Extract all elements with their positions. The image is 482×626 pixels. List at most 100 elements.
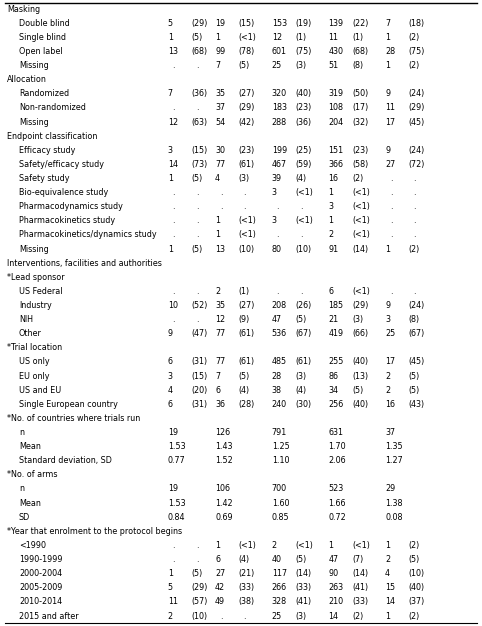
Text: (61): (61) xyxy=(239,357,255,366)
Text: 523: 523 xyxy=(328,485,344,493)
Text: (5): (5) xyxy=(409,372,420,381)
Text: 700: 700 xyxy=(272,485,287,493)
Text: 1: 1 xyxy=(215,541,220,550)
Text: 1: 1 xyxy=(168,245,173,254)
Text: (2): (2) xyxy=(352,174,363,183)
Text: 4: 4 xyxy=(215,174,220,183)
Text: (78): (78) xyxy=(239,47,255,56)
Text: 12: 12 xyxy=(272,33,282,42)
Text: .: . xyxy=(300,202,303,211)
Text: Single blind: Single blind xyxy=(19,33,66,42)
Text: (29): (29) xyxy=(191,583,208,592)
Text: 1: 1 xyxy=(385,61,390,70)
Text: 6: 6 xyxy=(168,357,173,366)
Text: (5): (5) xyxy=(409,555,420,564)
Text: 4: 4 xyxy=(385,569,390,578)
Text: 14: 14 xyxy=(168,160,178,169)
Text: (40): (40) xyxy=(352,357,368,366)
Text: 9: 9 xyxy=(385,146,390,155)
Text: (63): (63) xyxy=(191,118,208,126)
Text: (2): (2) xyxy=(409,33,420,42)
Text: .: . xyxy=(196,555,199,564)
Text: 10: 10 xyxy=(168,301,178,310)
Text: (43): (43) xyxy=(409,400,425,409)
Text: 204: 204 xyxy=(328,118,344,126)
Text: (5): (5) xyxy=(191,245,202,254)
Text: .: . xyxy=(220,612,222,620)
Text: (24): (24) xyxy=(409,146,425,155)
Text: (33): (33) xyxy=(295,583,311,592)
Text: *Year that enrolment to the protocol begins: *Year that enrolment to the protocol beg… xyxy=(7,527,182,536)
Text: (36): (36) xyxy=(295,118,311,126)
Text: (5): (5) xyxy=(191,174,202,183)
Text: .: . xyxy=(414,217,416,225)
Text: .: . xyxy=(173,61,175,70)
Text: Standard deviation, SD: Standard deviation, SD xyxy=(19,456,112,465)
Text: 536: 536 xyxy=(272,329,287,338)
Text: 2015 and after: 2015 and after xyxy=(19,612,79,620)
Text: (18): (18) xyxy=(409,19,425,28)
Text: 6: 6 xyxy=(328,287,334,296)
Text: Randomized: Randomized xyxy=(19,90,69,98)
Text: (57): (57) xyxy=(191,597,208,607)
Text: .: . xyxy=(300,287,303,296)
Text: 1.27: 1.27 xyxy=(385,456,403,465)
Text: n: n xyxy=(19,485,24,493)
Text: (67): (67) xyxy=(409,329,425,338)
Text: 2: 2 xyxy=(385,386,390,394)
Text: 1.53: 1.53 xyxy=(168,442,186,451)
Text: (61): (61) xyxy=(239,160,255,169)
Text: (20): (20) xyxy=(191,386,208,394)
Text: (33): (33) xyxy=(352,597,368,607)
Text: 5: 5 xyxy=(168,19,173,28)
Text: 3: 3 xyxy=(328,202,334,211)
Text: (4): (4) xyxy=(295,174,307,183)
Text: 3: 3 xyxy=(272,217,277,225)
Text: (32): (32) xyxy=(352,118,368,126)
Text: 1: 1 xyxy=(328,217,334,225)
Text: 90: 90 xyxy=(328,569,338,578)
Text: 47: 47 xyxy=(328,555,338,564)
Text: (4): (4) xyxy=(239,555,250,564)
Text: 7: 7 xyxy=(385,19,390,28)
Text: 28: 28 xyxy=(272,372,282,381)
Text: .: . xyxy=(390,230,392,239)
Text: (14): (14) xyxy=(295,569,311,578)
Text: 16: 16 xyxy=(385,400,395,409)
Text: .: . xyxy=(414,287,416,296)
Text: US only: US only xyxy=(19,357,50,366)
Text: (58): (58) xyxy=(352,160,368,169)
Text: (61): (61) xyxy=(239,329,255,338)
Text: .: . xyxy=(173,315,175,324)
Text: (5): (5) xyxy=(295,315,307,324)
Text: (<1): (<1) xyxy=(239,33,256,42)
Text: *No. of arms: *No. of arms xyxy=(7,470,58,480)
Text: 1.42: 1.42 xyxy=(215,498,233,508)
Text: .: . xyxy=(196,217,199,225)
Text: 51: 51 xyxy=(328,61,338,70)
Text: (3): (3) xyxy=(295,372,307,381)
Text: 2: 2 xyxy=(385,555,390,564)
Text: 13: 13 xyxy=(168,47,178,56)
Text: 1.10: 1.10 xyxy=(272,456,289,465)
Text: .: . xyxy=(220,188,222,197)
Text: (5): (5) xyxy=(352,386,363,394)
Text: (<1): (<1) xyxy=(352,217,370,225)
Text: (28): (28) xyxy=(239,400,255,409)
Text: 240: 240 xyxy=(272,400,287,409)
Text: 255: 255 xyxy=(328,357,344,366)
Text: (2): (2) xyxy=(409,61,420,70)
Text: 27: 27 xyxy=(385,160,395,169)
Text: 2: 2 xyxy=(168,612,173,620)
Text: (3): (3) xyxy=(295,612,307,620)
Text: (1): (1) xyxy=(239,287,250,296)
Text: 12: 12 xyxy=(168,118,178,126)
Text: .: . xyxy=(276,202,279,211)
Text: .: . xyxy=(196,287,199,296)
Text: 485: 485 xyxy=(272,357,287,366)
Text: 1: 1 xyxy=(385,245,390,254)
Text: (<1): (<1) xyxy=(352,188,370,197)
Text: (67): (67) xyxy=(295,329,311,338)
Text: 91: 91 xyxy=(328,245,338,254)
Text: (41): (41) xyxy=(352,583,368,592)
